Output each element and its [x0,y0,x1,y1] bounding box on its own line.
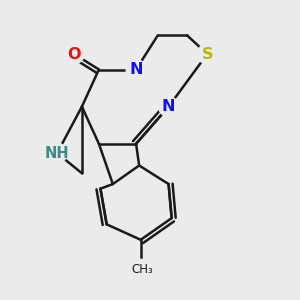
Circle shape [64,44,84,64]
Circle shape [131,259,151,279]
Text: NH: NH [45,146,69,160]
Circle shape [47,143,67,163]
Text: N: N [129,62,143,77]
Text: CH₃: CH₃ [131,263,153,276]
Text: N: N [162,99,175,114]
Text: O: O [68,46,81,62]
Circle shape [197,44,217,64]
Circle shape [159,97,178,117]
Circle shape [126,60,146,80]
Text: S: S [202,46,213,62]
